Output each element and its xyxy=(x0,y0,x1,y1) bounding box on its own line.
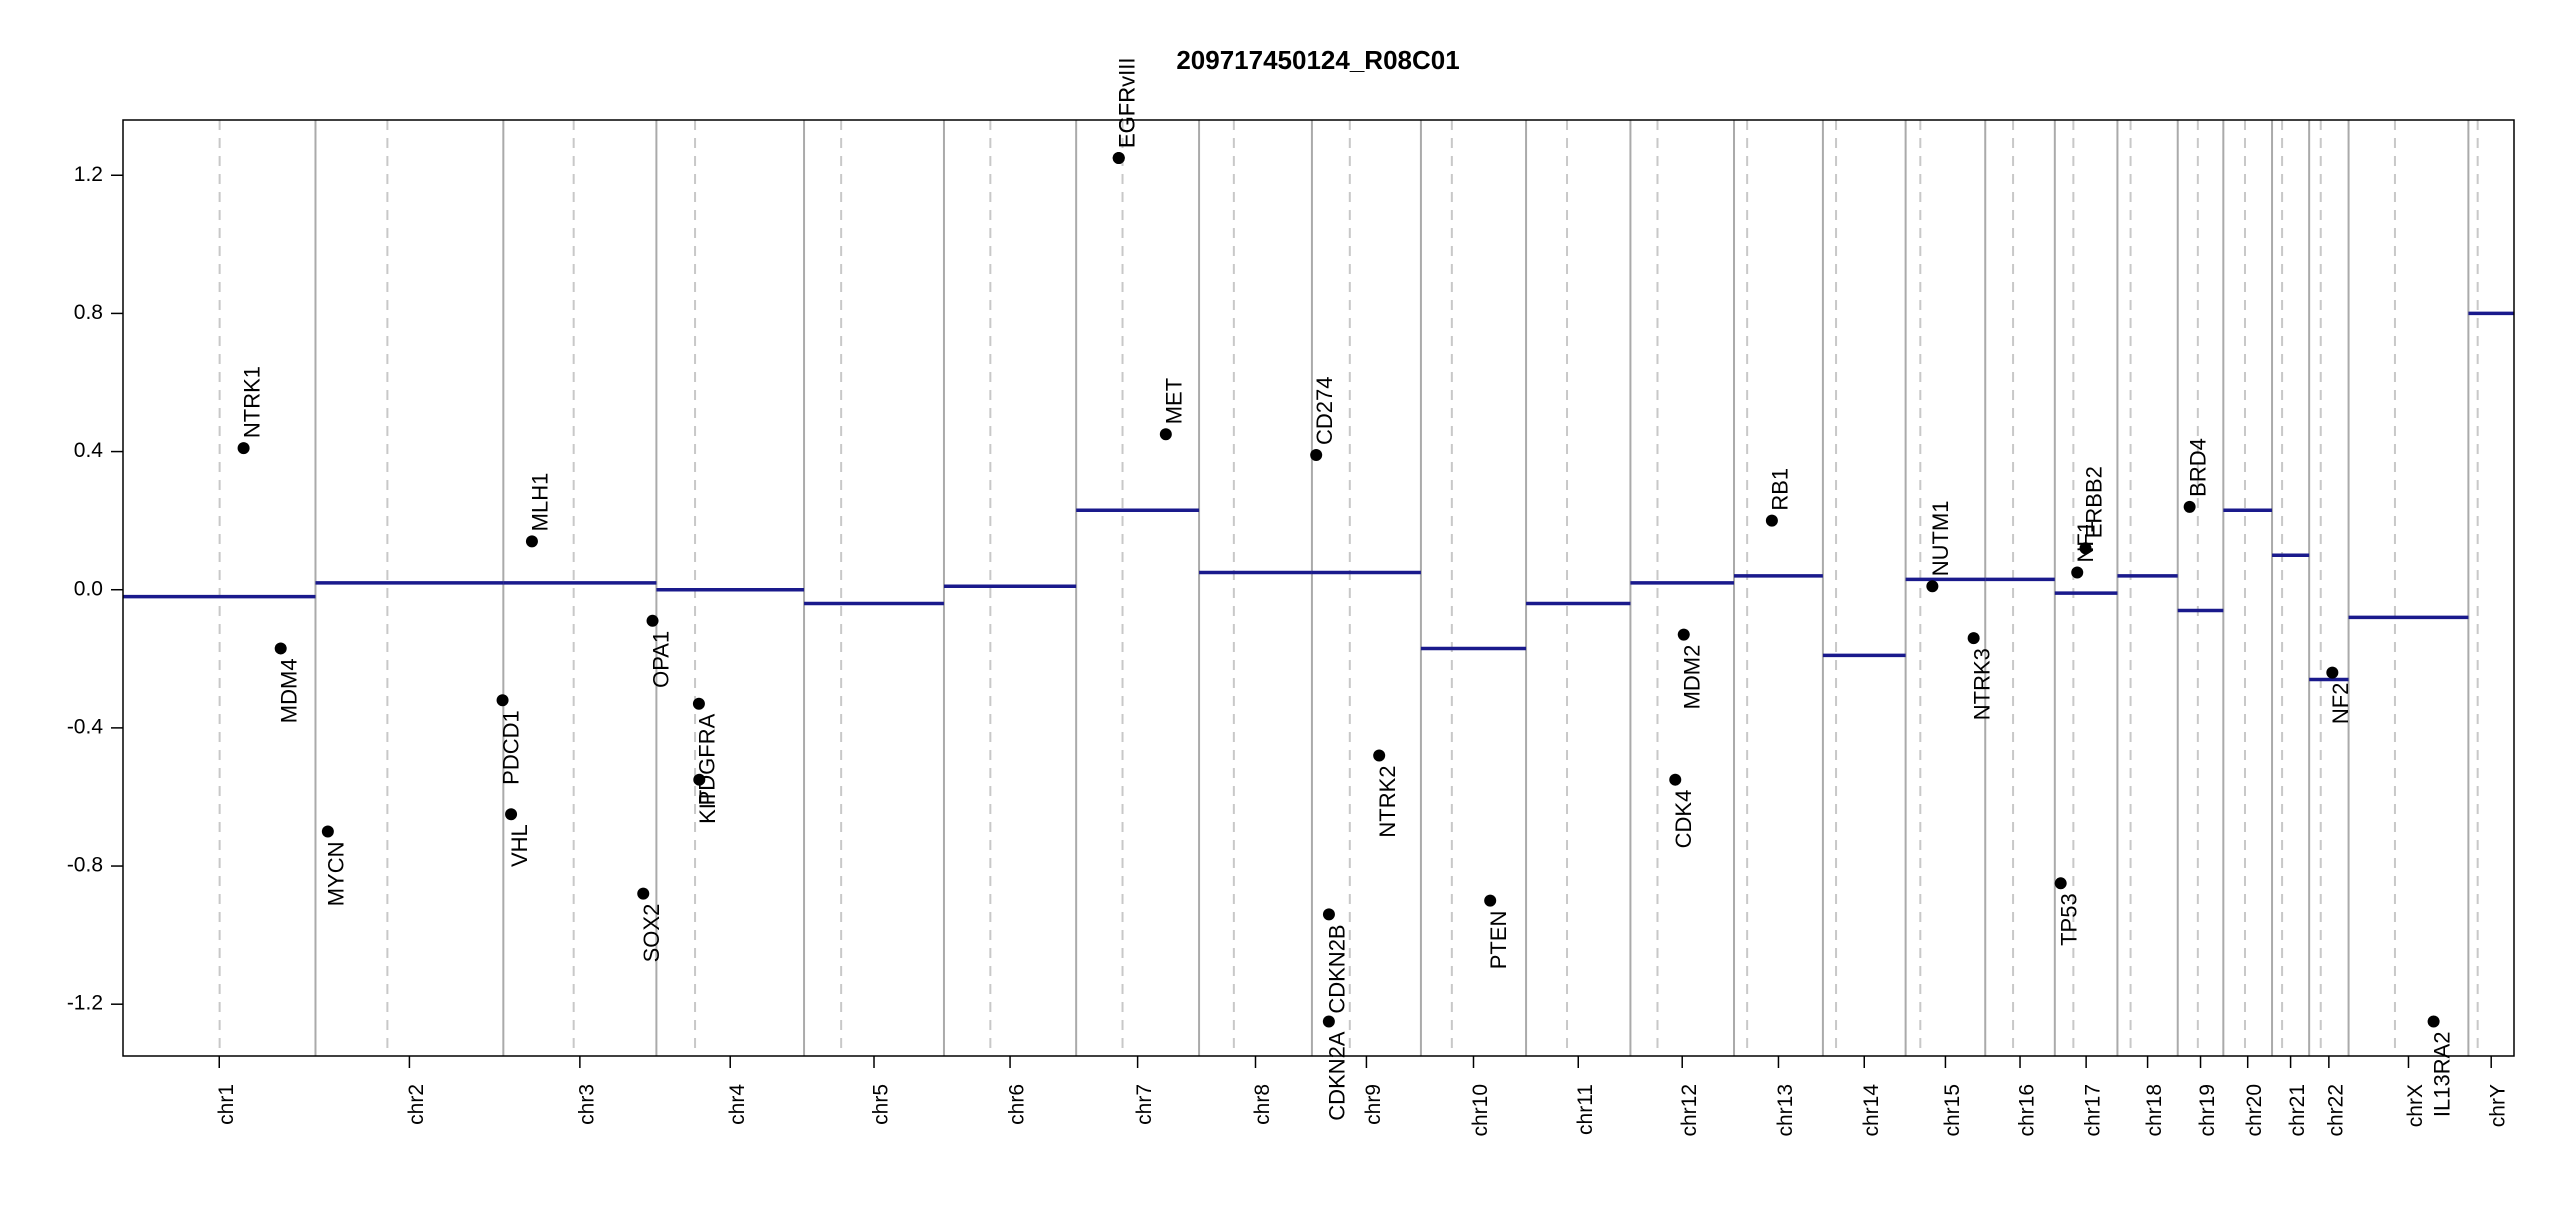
gene-point xyxy=(1112,151,1125,164)
gene-label: NTRK3 xyxy=(1969,648,1994,720)
gene-point xyxy=(496,694,509,707)
gene-label: CDKN2B xyxy=(1325,924,1350,1013)
y-tick-label: -0.8 xyxy=(67,854,103,877)
gene-point xyxy=(1669,773,1682,786)
gene-point xyxy=(646,614,659,627)
gene-label: TP53 xyxy=(2057,893,2082,946)
gene-label: KIT xyxy=(695,790,720,824)
gene-point xyxy=(2326,666,2339,679)
x-tick-label: chr21 xyxy=(2286,1084,2309,1137)
gene-label: CDK4 xyxy=(1671,790,1696,849)
gene-point xyxy=(1310,449,1323,462)
gene-label: BRD4 xyxy=(2185,438,2210,497)
x-tick-label: chrX xyxy=(2404,1084,2427,1127)
gene-label: MYCN xyxy=(324,841,349,906)
gene-label: RB1 xyxy=(1768,468,1793,511)
gene-point xyxy=(274,642,287,655)
gene-label: MLH1 xyxy=(528,473,553,532)
gene-point xyxy=(1765,514,1778,527)
x-tick-label: chr7 xyxy=(1133,1084,1156,1125)
gene-label: MET xyxy=(1162,378,1187,424)
chart-title: 209717450124_R08C01 xyxy=(1176,45,1459,75)
gene-label: MDM2 xyxy=(1680,645,1705,710)
x-tick-label: chr20 xyxy=(2243,1084,2266,1137)
x-tick-label: chr13 xyxy=(1774,1084,1797,1137)
y-tick-label: -1.2 xyxy=(67,992,103,1015)
gene-label: SOX2 xyxy=(639,904,664,963)
gene-point xyxy=(637,887,650,900)
y-tick-label: 1.2 xyxy=(74,163,103,186)
gene-point xyxy=(505,808,518,821)
x-tick-label: chr12 xyxy=(1678,1084,1701,1137)
y-tick-label: 0.0 xyxy=(74,577,103,600)
x-tick-label: chr15 xyxy=(1941,1084,1964,1137)
gene-label: VHL xyxy=(507,824,532,867)
gene-label: NTRK1 xyxy=(239,366,264,438)
x-tick-label: chr9 xyxy=(1362,1084,1385,1125)
x-tick-label: chr6 xyxy=(1006,1084,1029,1125)
gene-point xyxy=(2427,1015,2440,1028)
gene-point xyxy=(692,697,705,710)
x-tick-label: chr11 xyxy=(1574,1084,1597,1135)
gene-point xyxy=(1159,428,1172,441)
x-tick-label: chr18 xyxy=(2143,1084,2166,1137)
y-tick-label: 0.4 xyxy=(74,439,104,462)
y-tick-label: 0.8 xyxy=(74,301,103,324)
gene-label: MDM4 xyxy=(277,658,302,723)
gene-point xyxy=(2054,877,2067,890)
gene-point xyxy=(1322,908,1335,921)
x-tick-label: chr10 xyxy=(1469,1084,1492,1137)
plot-frame xyxy=(122,119,2515,1057)
x-tick-label: chr2 xyxy=(405,1084,428,1125)
x-tick-label: chr5 xyxy=(870,1084,893,1125)
gene-point xyxy=(1484,894,1497,907)
y-tick-label: -0.4 xyxy=(67,715,104,738)
gene-point xyxy=(1373,749,1386,762)
gene-label: CDKN2A xyxy=(1325,1031,1350,1121)
x-tick-label: chr17 xyxy=(2082,1084,2105,1137)
gene-label: EGFRvIII xyxy=(1115,58,1140,148)
gene-label: ERBB2 xyxy=(2081,466,2106,538)
gene-label: NUTM1 xyxy=(1928,500,1953,576)
gene-point xyxy=(525,535,538,548)
gene-point xyxy=(1967,632,1980,645)
gene-point xyxy=(321,825,334,838)
gene-label: CD274 xyxy=(1312,377,1337,445)
gene-point xyxy=(2079,542,2092,555)
x-tick-label: chr16 xyxy=(2016,1084,2039,1137)
gene-label: PTEN xyxy=(1486,911,1511,970)
gene-label: NF1 xyxy=(2073,521,2098,563)
gene-label: OPA1 xyxy=(648,631,673,688)
x-tick-label: chr4 xyxy=(726,1084,749,1125)
gene-label: EGFR xyxy=(1114,87,1139,148)
gene-label: NF2 xyxy=(2328,683,2353,725)
gene-point xyxy=(1926,580,1939,593)
gene-point xyxy=(2183,500,2196,513)
gene-label: IL13RA2 xyxy=(2429,1031,2454,1117)
gene-point xyxy=(693,773,706,786)
x-tick-label: chrY xyxy=(2487,1084,2510,1127)
gene-label: PDCD1 xyxy=(498,710,523,785)
x-tick-label: chr14 xyxy=(1860,1084,1883,1137)
x-tick-label: chr22 xyxy=(2324,1084,2347,1137)
x-tick-label: chr1 xyxy=(215,1084,238,1125)
gene-label: PDGFRA xyxy=(695,713,720,805)
x-tick-label: chr3 xyxy=(575,1084,598,1125)
gene-point xyxy=(237,442,250,455)
gene-point xyxy=(2071,566,2084,579)
gene-point xyxy=(1322,1015,1335,1028)
gene-label: NTRK2 xyxy=(1375,766,1400,838)
x-tick-label: chr19 xyxy=(2196,1084,2219,1137)
x-tick-label: chr8 xyxy=(1251,1084,1274,1125)
gene-point xyxy=(1677,628,1690,641)
